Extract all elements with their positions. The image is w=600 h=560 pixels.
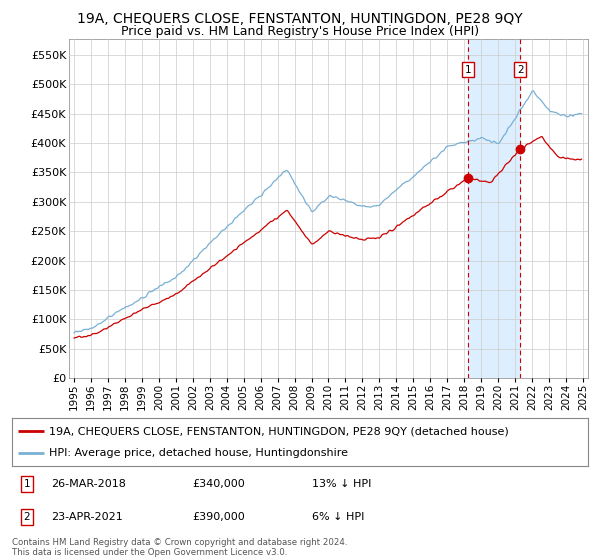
Text: 19A, CHEQUERS CLOSE, FENSTANTON, HUNTINGDON, PE28 9QY (detached house): 19A, CHEQUERS CLOSE, FENSTANTON, HUNTING… [49,426,509,436]
Text: 6% ↓ HPI: 6% ↓ HPI [312,512,364,522]
Text: 19A, CHEQUERS CLOSE, FENSTANTON, HUNTINGDON, PE28 9QY: 19A, CHEQUERS CLOSE, FENSTANTON, HUNTING… [77,12,523,26]
Text: 23-APR-2021: 23-APR-2021 [51,512,123,522]
Text: 2: 2 [517,65,524,74]
Text: 26-MAR-2018: 26-MAR-2018 [51,479,126,489]
Text: Price paid vs. HM Land Registry's House Price Index (HPI): Price paid vs. HM Land Registry's House … [121,25,479,38]
Text: 13% ↓ HPI: 13% ↓ HPI [312,479,371,489]
Text: HPI: Average price, detached house, Huntingdonshire: HPI: Average price, detached house, Hunt… [49,448,349,458]
Text: 2: 2 [23,512,31,522]
Text: Contains HM Land Registry data © Crown copyright and database right 2024.
This d: Contains HM Land Registry data © Crown c… [12,538,347,557]
Text: £390,000: £390,000 [192,512,245,522]
Text: 1: 1 [465,65,472,74]
Text: 1: 1 [23,479,31,489]
Bar [468,39,520,378]
Text: £340,000: £340,000 [192,479,245,489]
